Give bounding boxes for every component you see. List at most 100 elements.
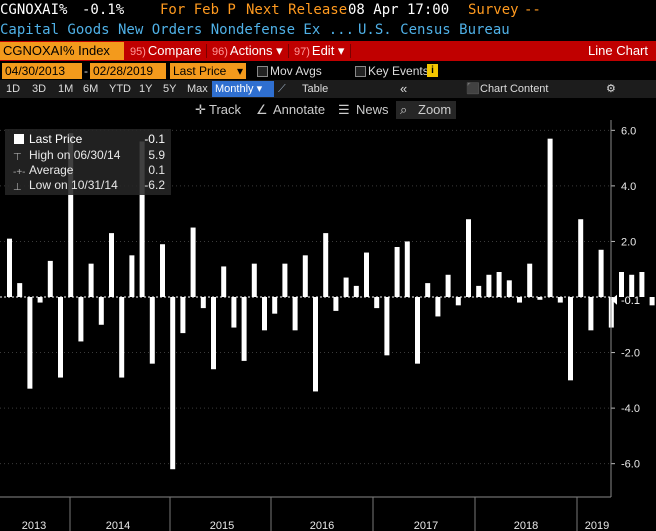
period-ytd[interactable]: YTD bbox=[109, 83, 131, 95]
mov-avgs-checkbox[interactable] bbox=[257, 66, 268, 77]
gear-icon[interactable]: ⚙ bbox=[606, 83, 616, 95]
divider bbox=[288, 44, 289, 58]
frequency-select[interactable]: Monthly ▾ bbox=[212, 81, 274, 97]
bar bbox=[139, 141, 145, 297]
compare-num: 95) bbox=[130, 46, 146, 58]
bar bbox=[109, 233, 114, 297]
period-max[interactable]: Max bbox=[187, 83, 208, 95]
bar bbox=[129, 255, 135, 297]
info-icon[interactable]: i bbox=[427, 64, 438, 77]
for-period: For Feb P bbox=[160, 2, 236, 18]
next-release-value: 08 Apr 17:00 bbox=[348, 2, 450, 18]
bar bbox=[374, 297, 380, 309]
bar bbox=[7, 238, 12, 297]
zoom-button[interactable]: Zoom bbox=[418, 102, 452, 117]
key-events-label: Key Events bbox=[368, 64, 429, 78]
x-tick-label: 2016 bbox=[310, 520, 334, 531]
bar bbox=[394, 247, 400, 297]
x-tick-label: 2018 bbox=[514, 520, 538, 531]
bar bbox=[415, 297, 420, 364]
field-select-value: Last Price bbox=[173, 64, 227, 78]
news-button[interactable]: News bbox=[356, 102, 389, 117]
period-1m[interactable]: 1M bbox=[58, 83, 74, 95]
actions-button[interactable]: 96) Actions ▾ bbox=[212, 41, 283, 61]
compare-label: Compare bbox=[147, 43, 202, 58]
legend-low: ⊥ Low on 10/31/14 -6.2 bbox=[5, 178, 171, 193]
legend-avg-label: Average bbox=[29, 163, 74, 177]
x-tick-label: 2019 bbox=[585, 520, 609, 531]
survey-value: -- bbox=[524, 2, 541, 18]
bar bbox=[251, 263, 257, 297]
chart-type-label[interactable]: Line Chart bbox=[588, 43, 648, 58]
field-select[interactable]: Last Price ▾ bbox=[170, 63, 246, 79]
line-chart-icon[interactable]: ⟋ bbox=[278, 83, 286, 95]
average-marker-icon: -+- bbox=[13, 167, 26, 178]
x-tick-label: 2014 bbox=[106, 520, 130, 531]
key-events-checkbox[interactable] bbox=[355, 66, 366, 77]
dropdown-arrow-icon: ▾ bbox=[272, 43, 283, 58]
compare-button[interactable]: 95) Compare bbox=[130, 41, 201, 61]
period-3d[interactable]: 3D bbox=[32, 83, 47, 95]
start-date-input[interactable]: 04/30/2013 bbox=[2, 63, 82, 79]
date-range-bar: 04/30/2013 - 02/28/2019 Last Price ▾ Mov … bbox=[0, 62, 656, 80]
chart-legend: Last Price -0.1 ⊤ High on 06/30/14 5.9 -… bbox=[5, 129, 171, 195]
bar bbox=[170, 297, 176, 470]
bar bbox=[200, 297, 206, 309]
y-tick-label: -2.0 bbox=[621, 348, 640, 360]
legend-average: -+- Average 0.1 bbox=[5, 163, 171, 178]
table-button[interactable]: Table bbox=[302, 83, 329, 95]
bar bbox=[78, 297, 84, 342]
low-marker-icon: ⊥ bbox=[13, 182, 22, 193]
bar bbox=[455, 297, 461, 306]
high-marker-icon: ⊤ bbox=[13, 152, 22, 163]
bar-chart[interactable]: -6.0-4.0-2.02.04.06.0-0.1 2013 2014 2015 20… bbox=[0, 120, 656, 531]
collapse-left-icon[interactable]: « bbox=[400, 81, 408, 96]
last-value-arrow bbox=[611, 294, 617, 305]
end-date-input[interactable]: 02/28/2019 bbox=[90, 63, 166, 79]
last-change: -0.1% bbox=[82, 2, 125, 18]
bar bbox=[619, 272, 624, 297]
news-icon: ☰ bbox=[338, 102, 350, 117]
edit-num: 97) bbox=[294, 46, 310, 58]
bar bbox=[180, 297, 186, 334]
bar bbox=[231, 297, 237, 328]
bar bbox=[27, 297, 33, 389]
bar bbox=[557, 297, 563, 303]
period-bar: 1D 3D 1M 6M YTD 1Y 5Y Max Monthly ▾ ⟋ Ta… bbox=[0, 80, 656, 98]
annotate-button[interactable]: Annotate bbox=[273, 102, 326, 117]
period-6m[interactable]: 6M bbox=[83, 83, 99, 95]
bar bbox=[272, 297, 278, 314]
bar bbox=[160, 244, 165, 297]
legend-high-value: 5.9 bbox=[148, 148, 165, 162]
edit-button[interactable]: 97) Edit ▾ bbox=[294, 41, 344, 61]
bar bbox=[47, 260, 53, 297]
bar bbox=[466, 219, 471, 297]
tools-bar: ✛ Track ∠ Annotate ☰ News ⌕ Zoom bbox=[0, 100, 656, 120]
bar bbox=[333, 297, 339, 311]
bar bbox=[364, 252, 369, 297]
legend-low-value: -6.2 bbox=[144, 178, 165, 192]
chart-bars bbox=[7, 133, 655, 470]
bar bbox=[282, 263, 288, 297]
bar bbox=[445, 274, 451, 297]
bar bbox=[404, 241, 410, 297]
y-tick-label: -6.0 bbox=[621, 459, 640, 471]
period-1y[interactable]: 1Y bbox=[139, 83, 153, 95]
divider bbox=[350, 44, 351, 58]
bar bbox=[211, 297, 216, 370]
survey-label: Survey bbox=[468, 2, 519, 18]
bar bbox=[58, 297, 63, 378]
actions-label: Actions bbox=[229, 43, 273, 58]
security-field[interactable]: CGNOXAI% Index bbox=[0, 42, 124, 60]
header-line-2: Capital Goods New Orders Nondefense Ex .… bbox=[0, 20, 656, 40]
period-5y[interactable]: 5Y bbox=[163, 83, 177, 95]
edit-label: Edit bbox=[311, 43, 335, 58]
bar bbox=[527, 263, 533, 297]
y-tick-label: 2.0 bbox=[621, 236, 636, 248]
x-axis: 2013 2014 2015 2016 2017 2018 2019 bbox=[0, 496, 611, 531]
ticker-symbol[interactable]: CGNOXAI% bbox=[0, 2, 68, 18]
bar bbox=[323, 233, 329, 297]
track-button[interactable]: Track bbox=[209, 102, 242, 117]
chart-content-button[interactable]: Chart Content bbox=[480, 83, 549, 95]
period-1d[interactable]: 1D bbox=[6, 83, 21, 95]
